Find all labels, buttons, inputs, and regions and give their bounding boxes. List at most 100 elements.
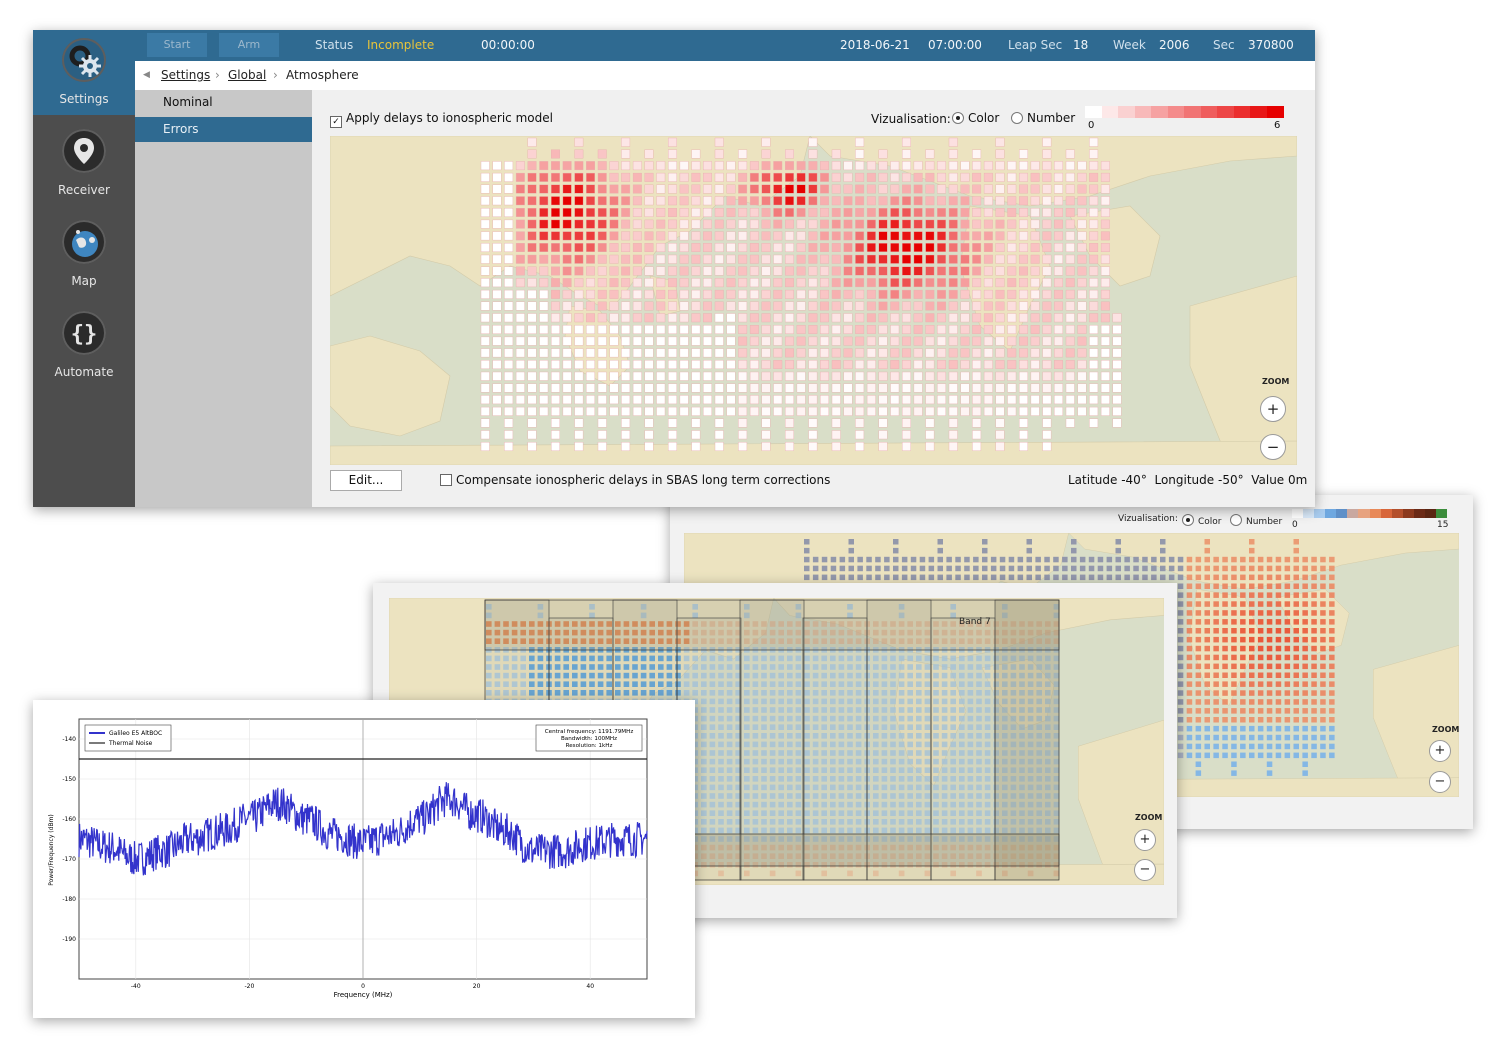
zoom-out-button[interactable]: − [1429,771,1451,793]
color-radio-dot[interactable] [1182,514,1194,526]
grid-cell [959,698,965,705]
grid-cell [1320,601,1326,607]
edit-button[interactable]: Edit... [330,470,402,491]
subnav-item-nominal[interactable]: Nominal [163,95,213,109]
grid-cell [1002,767,1008,773]
grid-cell [666,621,673,627]
compensate-checkbox[interactable]: Compensate ionospheric delays in SBAS lo… [440,473,830,487]
grid-cell [726,758,733,765]
grid-cell [804,776,810,782]
arm-button[interactable]: Arm [219,33,279,57]
grid-cell [586,406,595,416]
grid-cell [1257,565,1264,572]
grid-cell [778,793,784,799]
grid-cell [937,301,946,311]
grid-cell [1053,621,1060,627]
sidebar-item-map[interactable]: Map [33,212,135,297]
grid-cell [787,767,793,773]
grid-cell [995,254,1005,264]
grid-cell [621,219,631,229]
grid-cell [1089,324,1099,334]
breadcrumb-settings[interactable]: Settings [161,68,211,82]
grid-cell [1240,690,1246,696]
grid-cell [1168,574,1175,581]
grid-cell [847,664,853,670]
grid-cell [609,383,619,393]
checkbox-checked[interactable]: ✓ [330,116,342,128]
grid-cell [562,371,572,381]
number-option-label: Number [1246,517,1283,527]
grid-cell [615,681,621,687]
number-radio[interactable]: Number [1230,514,1282,527]
color-radio[interactable]: Color [1182,514,1222,527]
grid-cell [761,231,771,241]
sidebar-item-receiver[interactable]: Receiver [33,121,135,206]
grid-cell [1112,395,1122,405]
grid-cell [511,664,518,670]
grid-cell [539,243,549,253]
grid-cell [1027,819,1034,825]
grid-cell [1293,708,1299,714]
number-radio[interactable]: Number [1011,111,1075,125]
grid-cell [890,348,900,358]
grid-cell [866,278,876,288]
zoom-in-button[interactable]: + [1260,396,1286,422]
grid-cell [839,565,846,572]
grid-cell [778,836,784,842]
grid-cell [563,629,569,636]
grid-cell [504,406,514,416]
grid-cell [749,278,759,288]
back-arrow-icon[interactable]: ◀ [143,70,150,80]
grid-cell [890,715,896,722]
grid-cell [1077,406,1087,416]
grid-cell [504,442,514,451]
zoom-out-button[interactable]: − [1260,434,1286,460]
breadcrumb-global[interactable]: Global [228,68,267,82]
grid-cell [787,784,793,791]
spectrum-chart: -40 -20 0 20 40-140-150-160-170-180-190 Freq… [48,718,648,999]
grid-cell [761,621,767,627]
grid-cell [1240,734,1246,741]
grid-cell [924,853,931,859]
grid-cell [574,301,584,311]
apply-delays-checkbox[interactable]: ✓ Apply delays to ionospheric model [330,111,553,128]
grid-cell [714,418,724,428]
grid-cell [1007,371,1017,381]
subnav-item-errors[interactable]: Errors [135,117,312,142]
grid-cell [738,172,748,182]
grid-cell [726,853,733,859]
number-radio-dot[interactable] [1230,514,1242,526]
zoom-in-button[interactable]: + [1134,829,1156,851]
grid-cell [933,724,939,730]
map-canvas[interactable] [330,136,1297,465]
grid-cell [890,707,896,713]
grid-cell [640,690,647,696]
grid-cell [960,348,970,358]
scale-swatch [1435,509,1448,518]
grid-cell [916,621,922,627]
grid-cell [761,819,767,825]
grid-cell [937,383,946,393]
grid-cell [785,406,794,416]
start-button[interactable]: Start [147,33,207,57]
grid-cell [632,629,638,636]
grid-cell [972,430,982,440]
zoom-in-button[interactable]: + [1429,740,1451,762]
sidebar-item-automate[interactable]: {} Automate [33,303,135,388]
grid-cell [847,853,853,859]
zoom-out-button[interactable]: − [1134,859,1156,881]
grid-cell [804,819,810,825]
grid-cell [1320,690,1326,696]
grid-cell [656,231,666,241]
grid-cell [1100,196,1110,206]
grid-cell [1027,690,1034,696]
grid-cell [692,724,698,730]
color-radio[interactable]: Color [952,111,999,125]
color-radio-dot[interactable] [952,112,964,124]
grid-cell [773,196,783,206]
ionosphere-map[interactable] [330,136,1297,465]
number-radio-dot[interactable] [1011,112,1023,124]
checkbox-unchecked[interactable] [440,474,452,486]
grid-cell [913,313,923,323]
sidebar-item-settings[interactable]: Settings [33,30,135,115]
